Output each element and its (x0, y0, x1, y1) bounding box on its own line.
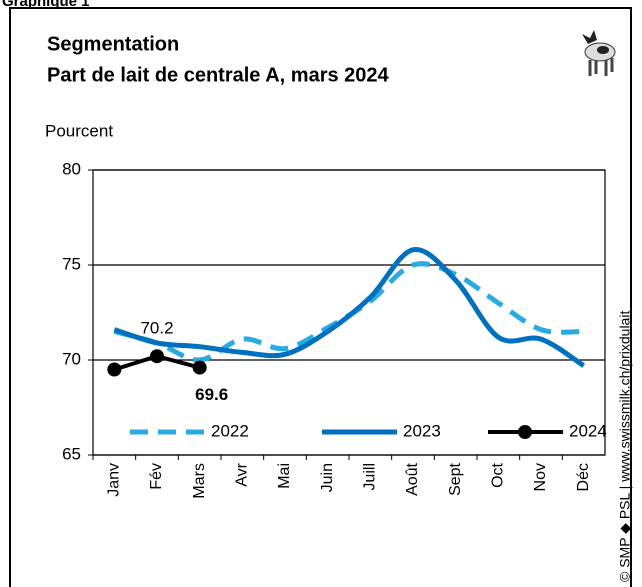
y-tick-label: 65 (62, 444, 81, 463)
y-tick-label: 75 (62, 254, 81, 273)
x-tick-label: Déc (575, 463, 592, 491)
y-axis-label: Pourcent (45, 121, 113, 140)
x-tick-label: Sept (447, 462, 464, 495)
cow-icon (582, 30, 616, 76)
chart-title: Segmentation (47, 33, 179, 55)
credit: © SMP ◆ PSL | www.swissmilk.ch/prixdulai… (617, 311, 633, 582)
data-label: 70.2 (140, 319, 173, 338)
y-tick-label: 70 (62, 349, 81, 368)
x-tick-label: Avr (234, 462, 251, 486)
chart-subtitle: Part de lait de centrale A, mars 2024 (47, 64, 390, 86)
x-tick-label: Juin (319, 463, 336, 492)
x-tick-label: Août (404, 462, 421, 495)
legend-label: 2024 (569, 421, 607, 440)
x-tick-label: Fév (148, 463, 165, 490)
x-tick-label: Nov (532, 463, 549, 491)
series-line (113, 247, 586, 368)
x-tick-label: Mai (276, 463, 293, 489)
y-tick-label: 80 (62, 159, 81, 178)
header: Graphique 1 (2, 0, 90, 10)
frame (9, 7, 632, 587)
x-tick-label: Juill (362, 463, 379, 491)
legend-marker (518, 425, 532, 439)
x-tick-label: Janv (106, 463, 123, 497)
x-tick-label: Oct (490, 462, 507, 487)
data-label: 69.6 (195, 385, 228, 404)
legend-label: 2022 (211, 421, 249, 440)
point (107, 362, 122, 377)
point (150, 349, 164, 364)
point (192, 360, 207, 375)
x-tick-label: Mars (191, 463, 208, 499)
legend-label: 2023 (403, 421, 441, 440)
